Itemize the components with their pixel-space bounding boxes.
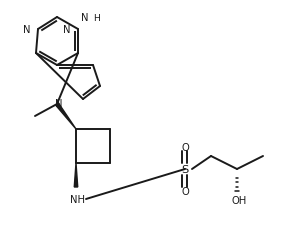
Text: O: O — [181, 142, 189, 152]
Polygon shape — [56, 104, 76, 129]
Text: NH: NH — [70, 194, 85, 204]
Text: S: S — [181, 164, 188, 174]
Text: N: N — [81, 13, 88, 23]
Polygon shape — [74, 163, 78, 187]
Text: H: H — [93, 14, 100, 22]
Text: N: N — [63, 25, 70, 35]
Text: N: N — [55, 98, 63, 109]
Text: OH: OH — [231, 195, 247, 205]
Text: O: O — [181, 186, 189, 196]
Text: N: N — [22, 25, 30, 35]
